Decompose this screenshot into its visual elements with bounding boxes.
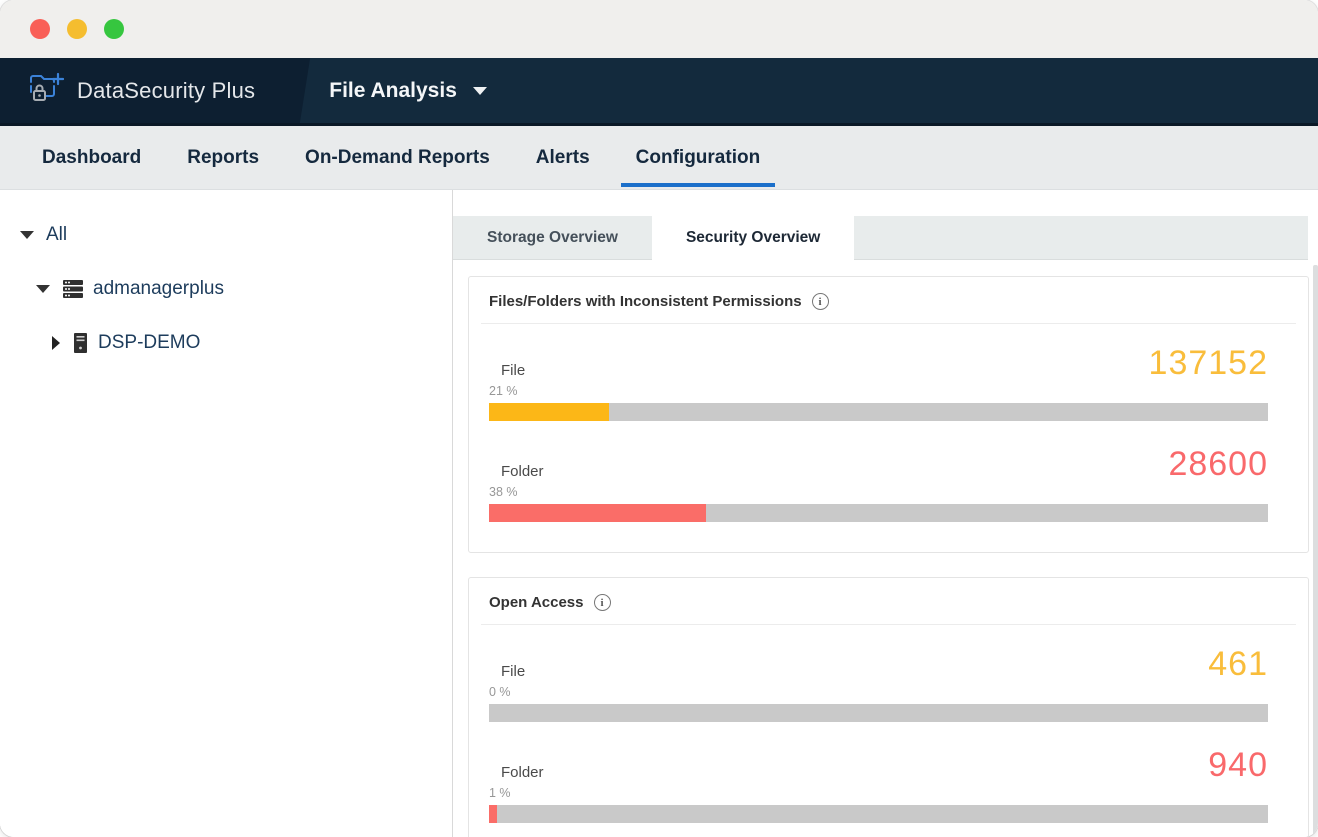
- primary-nav: Dashboard Reports On-Demand Reports Aler…: [0, 126, 1318, 190]
- nav-item-reports[interactable]: Reports: [187, 146, 260, 168]
- app-name: DataSecurity Plus: [77, 77, 256, 103]
- tree-item-label: All: [46, 224, 68, 245]
- stat-percent: 1 %: [489, 786, 511, 800]
- tab-security-overview[interactable]: Security Overview: [651, 216, 855, 260]
- app-header: DataSecurity Plus File Analysis: [0, 58, 1318, 126]
- chevron-down-icon: [472, 86, 487, 95]
- scrollbar[interactable]: [1313, 265, 1318, 837]
- close-button[interactable]: [30, 19, 50, 39]
- stat-percent: 21 %: [489, 384, 518, 398]
- tab-storage-overview[interactable]: Storage Overview: [487, 228, 618, 246]
- progress-bar-fill: [489, 403, 609, 421]
- divider: [481, 323, 1296, 324]
- content-area: All admanagerplus: [0, 190, 1318, 837]
- tree-item-dsp-demo[interactable]: DSP-DEMO: [0, 328, 452, 358]
- tree-item-label: admanagerplus: [93, 278, 224, 299]
- nav-item-configuration[interactable]: Configuration: [613, 126, 784, 189]
- progress-bar: [489, 704, 1268, 722]
- card-title: Open Access: [489, 594, 584, 611]
- stat-percent: 38 %: [489, 485, 518, 499]
- card-inconsistent-permissions: Files/Folders with Inconsistent Permissi…: [468, 276, 1309, 553]
- nav-item-on-demand-reports[interactable]: On-Demand Reports: [305, 146, 490, 168]
- progress-bar: [489, 805, 1268, 823]
- module-selector-label: File Analysis: [329, 78, 457, 102]
- card-title: Files/Folders with Inconsistent Permissi…: [489, 293, 802, 310]
- cards-container: Files/Folders with Inconsistent Permissi…: [453, 260, 1318, 837]
- stat-row-folder: Folder 940 1 %: [489, 743, 1268, 823]
- stat-label: File: [501, 362, 526, 379]
- server-stack-icon: [62, 278, 84, 300]
- stat-row-file: File 137152 21 %: [489, 341, 1268, 421]
- minimize-button[interactable]: [67, 19, 87, 39]
- stat-value: 940: [1208, 746, 1268, 784]
- progress-bar-fill: [489, 805, 497, 823]
- stat-percent: 0 %: [489, 685, 511, 699]
- stat-row-file: File 461 0 %: [489, 642, 1268, 722]
- module-selector[interactable]: File Analysis: [329, 79, 487, 103]
- info-icon[interactable]: [593, 594, 611, 611]
- overview-tabstrip: Storage Overview Security Overview: [453, 216, 1308, 260]
- stat-row-folder: Folder 28600 38 %: [489, 442, 1268, 522]
- divider: [481, 624, 1296, 625]
- progress-bar: [489, 504, 1268, 522]
- tree-item-admanagerplus[interactable]: admanagerplus: [0, 274, 452, 304]
- nav-item-dashboard[interactable]: Dashboard: [42, 146, 142, 168]
- stat-value: 461: [1208, 645, 1268, 683]
- app-logo-icon: [28, 72, 65, 109]
- tree-expand-icon[interactable]: [20, 231, 34, 239]
- main-panel: Storage Overview Security Overview Files…: [452, 190, 1318, 837]
- stat-value: 28600: [1168, 445, 1268, 483]
- window-titlebar: [0, 0, 1318, 58]
- stat-value: 137152: [1148, 344, 1268, 382]
- nav-item-alerts[interactable]: Alerts: [535, 146, 590, 168]
- sidebar-tree: All admanagerplus: [0, 190, 452, 837]
- maximize-button[interactable]: [104, 19, 124, 39]
- stat-label: File: [501, 663, 526, 680]
- stat-label: Folder: [501, 764, 544, 781]
- tree-item-label: DSP-DEMO: [98, 332, 201, 353]
- card-open-access: Open Access File 461 0 %: [468, 577, 1309, 837]
- stat-label: Folder: [501, 463, 544, 480]
- brand: DataSecurity Plus: [0, 72, 255, 109]
- progress-bar: [489, 403, 1268, 421]
- info-icon[interactable]: [811, 293, 829, 310]
- tree-collapse-icon[interactable]: [52, 336, 60, 350]
- tree-item-all[interactable]: All: [0, 220, 452, 250]
- server-icon: [72, 332, 89, 354]
- progress-bar-fill: [489, 504, 706, 522]
- tree-expand-icon[interactable]: [36, 285, 50, 293]
